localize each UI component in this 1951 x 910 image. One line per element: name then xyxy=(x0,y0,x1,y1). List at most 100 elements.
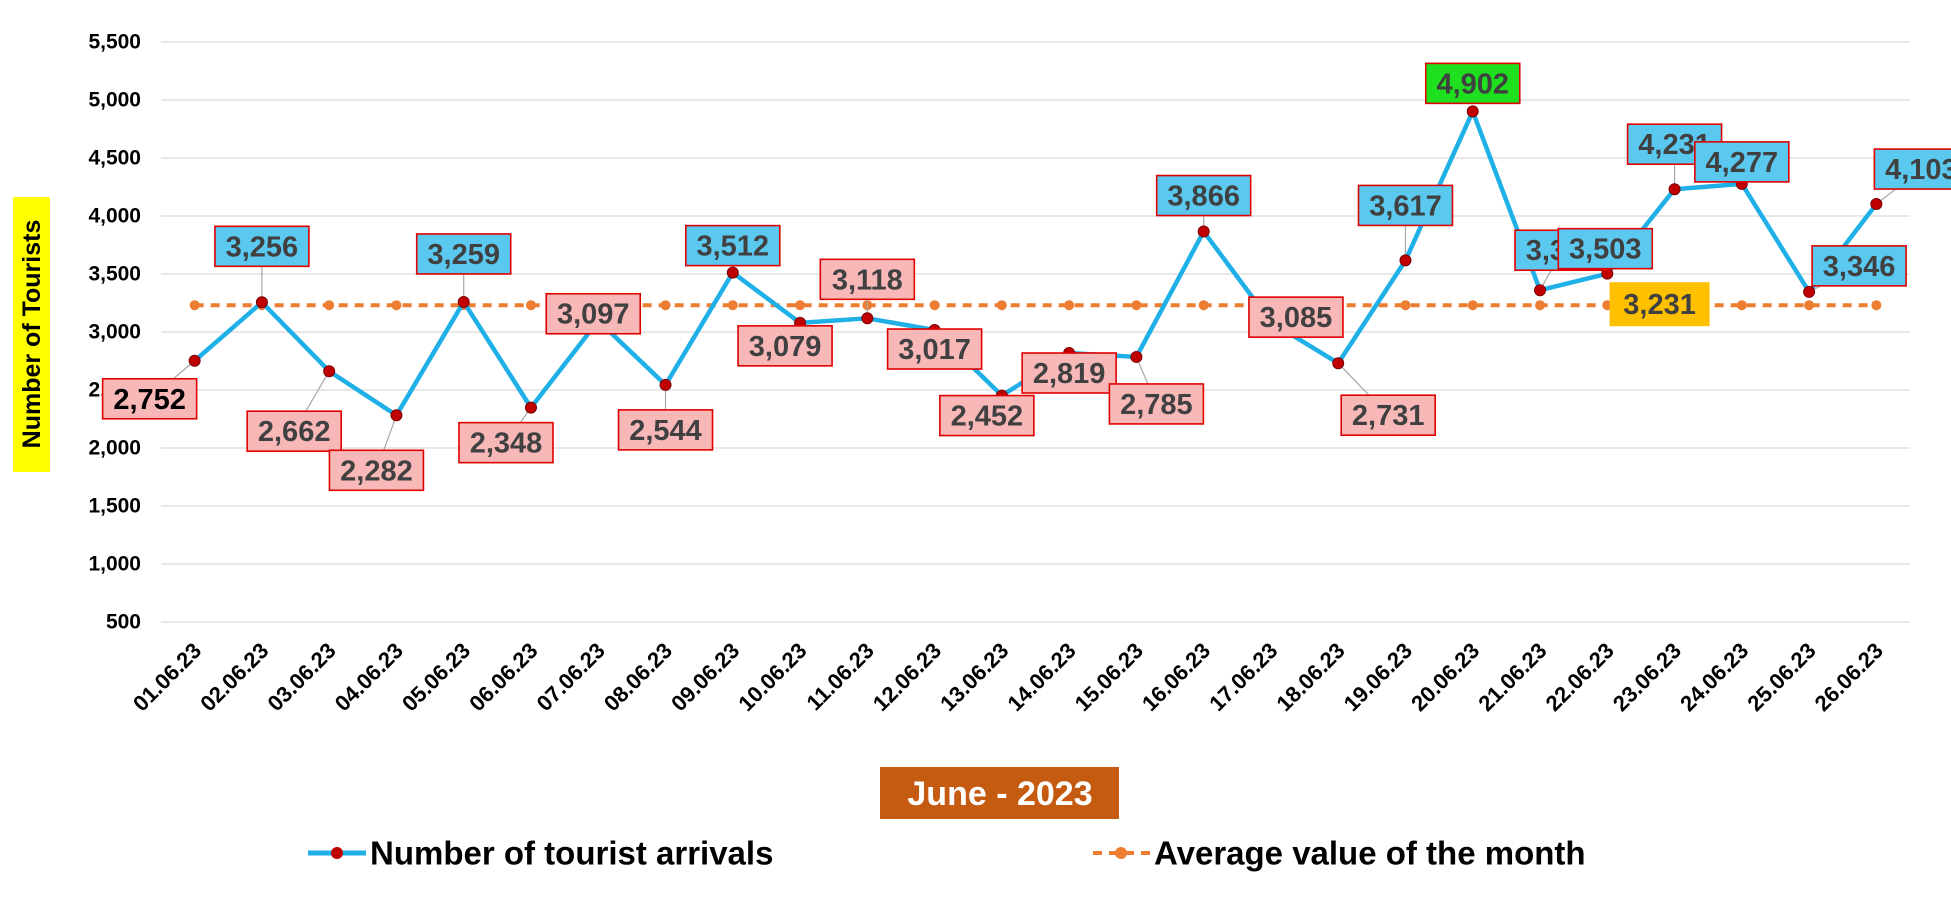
data-label-box xyxy=(939,394,1035,437)
legend-item-arrivals: Number of tourist arrivals xyxy=(308,835,773,872)
x-tick-label: 18.06.23 xyxy=(1272,638,1350,716)
y-axis-title: Number of Tourists xyxy=(13,197,50,472)
data-label-box xyxy=(1155,174,1252,217)
arrivals-marker xyxy=(1399,254,1412,267)
x-tick-label: 20.06.23 xyxy=(1406,638,1484,716)
data-label-box xyxy=(1021,352,1117,394)
arrivals-marker xyxy=(188,354,201,367)
x-tick-label: 12.06.23 xyxy=(868,638,946,716)
data-label-text: 2,785 xyxy=(1120,389,1193,421)
arrivals-marker xyxy=(1668,183,1681,196)
x-tick-label: 17.06.23 xyxy=(1204,638,1282,716)
data-label-box xyxy=(246,410,342,453)
data-label-box xyxy=(617,409,714,451)
y-axis-title-background xyxy=(13,197,50,472)
x-tick-label: 21.06.23 xyxy=(1473,638,1551,716)
legend-average-label: Average value of the month xyxy=(1154,835,1586,872)
x-tick-label: 15.06.23 xyxy=(1070,638,1148,716)
data-label: 3,259 xyxy=(415,233,512,275)
data-label-box xyxy=(458,421,554,464)
data-label: 2,544 xyxy=(617,409,714,451)
legend-arrivals-label: Number of tourist arrivals xyxy=(370,835,773,872)
y-tick-label: 3,500 xyxy=(88,263,141,286)
data-label: 3,346 xyxy=(1811,245,1907,287)
y-tick-label: 3,000 xyxy=(88,321,141,344)
data-label: 3,256 xyxy=(214,225,310,268)
y-tick-label: 5,500 xyxy=(88,31,141,54)
data-label: 3,118 xyxy=(819,258,916,301)
data-label-box xyxy=(415,233,512,275)
data-label: 3,866 xyxy=(1155,174,1252,217)
average-marker xyxy=(1535,300,1546,311)
data-label-text: 3,017 xyxy=(898,334,971,366)
y-tick-label: 1,500 xyxy=(88,495,141,518)
arrivals-marker xyxy=(659,378,672,391)
arrivals-marker xyxy=(861,312,874,325)
data-label-box xyxy=(214,225,310,268)
data-label-text: 3,866 xyxy=(1167,181,1240,213)
data-label: 2,752 xyxy=(101,377,198,420)
x-tick-label: 08.06.23 xyxy=(599,638,677,716)
data-label-box xyxy=(684,224,781,267)
data-label-box xyxy=(328,449,425,492)
average-marker xyxy=(660,300,671,311)
arrivals-marker xyxy=(1870,198,1883,211)
x-axis-ticks: 01.06.2302.06.2303.06.2304.06.2305.06.23… xyxy=(128,638,1888,716)
data-label-text: 4,103 xyxy=(1885,154,1951,186)
average-marker xyxy=(1131,300,1142,311)
average-value-label: 3,231 xyxy=(1609,282,1710,327)
y-tick-label: 4,500 xyxy=(88,147,141,170)
data-label: 2,452 xyxy=(939,394,1035,437)
y-tick-label: 1,000 xyxy=(88,553,141,576)
data-label-box xyxy=(1340,394,1437,437)
arrivals-marker xyxy=(255,296,268,309)
data-label-text: 3,503 xyxy=(1569,234,1642,266)
data-label-text: 2,282 xyxy=(340,455,413,487)
data-label: 2,731 xyxy=(1340,394,1437,437)
x-tick-label: 01.06.23 xyxy=(128,638,206,716)
x-tick-label: 05.06.23 xyxy=(397,638,475,716)
x-tick-label: 25.06.23 xyxy=(1742,638,1820,716)
average-marker xyxy=(324,300,335,311)
data-label-text: 3,512 xyxy=(696,231,769,263)
x-tick-label: 24.06.23 xyxy=(1675,638,1753,716)
average-marker xyxy=(525,300,536,311)
data-label-text: 3,256 xyxy=(226,231,299,263)
data-label: 3,617 xyxy=(1357,184,1454,227)
average-label-box xyxy=(1609,282,1710,327)
average-marker xyxy=(1804,300,1815,311)
data-label-text: 3,617 xyxy=(1369,190,1442,222)
x-tick-label: 02.06.23 xyxy=(195,638,273,716)
data-label-text: 3,079 xyxy=(749,331,822,363)
average-marker xyxy=(1467,300,1478,311)
arrivals-marker xyxy=(726,266,739,279)
data-label-box xyxy=(737,325,833,367)
data-label-box xyxy=(1248,296,1344,338)
data-label-text: 3,085 xyxy=(1260,302,1333,334)
arrivals-marker xyxy=(1803,285,1816,298)
arrivals-marker xyxy=(323,365,336,378)
x-tick-label: 14.06.23 xyxy=(1002,638,1080,716)
x-axis-title-background xyxy=(880,767,1119,819)
average-marker xyxy=(1400,300,1411,311)
data-label-box xyxy=(1694,141,1790,183)
x-tick-label: 13.06.23 xyxy=(935,638,1013,716)
data-label-text: 2,544 xyxy=(629,415,702,447)
x-tick-label: 10.06.23 xyxy=(733,638,811,716)
x-axis-title-text: June - 2023 xyxy=(907,775,1092,813)
x-tick-label: 23.06.23 xyxy=(1608,638,1686,716)
arrivals-marker xyxy=(1466,105,1479,118)
legend: Number of tourist arrivals Average value… xyxy=(308,835,1586,872)
data-label-text: 2,731 xyxy=(1352,400,1425,432)
data-label-box xyxy=(886,328,983,370)
data-labels: 2,752 3,256 2,662 2,282 3,259 2,348 3,097 2,544… xyxy=(101,62,1951,492)
x-tick-label: 19.06.23 xyxy=(1339,638,1417,716)
data-label-text: 3,118 xyxy=(832,264,903,296)
data-label: 2,785 xyxy=(1108,383,1205,425)
data-label: 2,282 xyxy=(328,449,425,492)
data-label-box xyxy=(101,377,198,420)
data-label-box xyxy=(545,292,642,335)
data-label: 3,503 xyxy=(1557,227,1654,270)
average-label-text: 3,231 xyxy=(1623,289,1696,321)
